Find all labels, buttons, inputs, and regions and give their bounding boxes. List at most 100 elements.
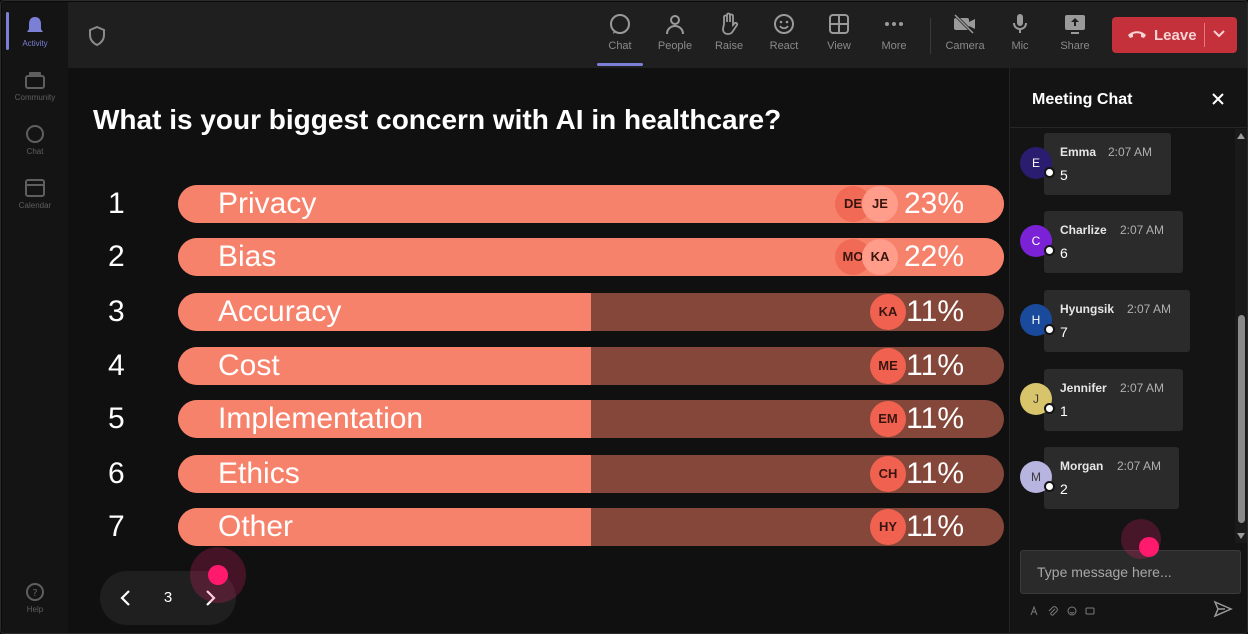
message-bubble[interactable]: Charlize 2:07 AM 6 (1044, 211, 1183, 273)
poll-option: 1 Privacy DE JE 23% (68, 185, 1009, 225)
chevron-down-icon[interactable] (1212, 29, 1226, 39)
sender-name: Jennifer (1060, 381, 1107, 395)
rail-item-community[interactable]: Community (2, 60, 68, 112)
rail-item-label: Calendar (18, 201, 52, 210)
chat-icon (26, 125, 44, 143)
option-bar[interactable]: Bias MO KA 22% (178, 238, 1004, 276)
raise-hand-button[interactable]: Raise (704, 8, 754, 62)
scroll-thumb[interactable] (1238, 315, 1245, 523)
option-label: Ethics (218, 457, 300, 490)
scroll-up-icon[interactable] (1237, 133, 1245, 139)
chevron-left-icon[interactable] (116, 588, 136, 608)
leave-button[interactable]: Leave (1112, 17, 1237, 53)
presence-dot (1044, 481, 1055, 492)
more-icon (885, 22, 903, 26)
raise-button-label: Raise (714, 40, 744, 52)
message-input[interactable] (1020, 550, 1241, 594)
meeting-toolbar: Chat People Raise React View More Camera (68, 2, 1247, 68)
poll-question: What is your biggest concern with AI in … (93, 104, 782, 135)
share-screen-icon (1065, 15, 1085, 34)
more-button[interactable]: More (869, 8, 919, 62)
option-number: 3 (108, 295, 125, 328)
chat-scrollbar[interactable] (1235, 129, 1247, 543)
poll-option: 4 Cost ME 11% (68, 347, 1009, 387)
share-button-label: Share (1060, 40, 1090, 52)
message-bubble[interactable]: Jennifer 2:07 AM 1 (1044, 369, 1183, 431)
message-time: 2:07 AM (1117, 459, 1162, 473)
sender-name: Charlize (1060, 223, 1107, 237)
message-text: 6 (1060, 245, 1068, 261)
option-label: Bias (218, 240, 277, 273)
mic-icon (1013, 14, 1027, 33)
option-number: 1 (108, 187, 125, 220)
pointer-highlight (1121, 519, 1161, 559)
calendar-icon (25, 179, 45, 197)
poll-option: 7 Other HY 11% (68, 508, 1009, 548)
option-percent: 11% (906, 295, 964, 328)
close-icon[interactable] (1211, 92, 1225, 106)
view-button[interactable]: View (814, 8, 864, 62)
react-button-label: React (769, 40, 799, 52)
option-label: Cost (218, 349, 280, 382)
message-text: 5 (1060, 167, 1068, 183)
message-bubble[interactable]: Emma 2:07 AM 5 (1044, 133, 1171, 195)
rail-item-label: Chat (26, 147, 44, 156)
community-icon (25, 72, 45, 89)
option-percent: 22% (903, 240, 964, 273)
option-bar[interactable]: Implementation EM 11% (178, 400, 1004, 438)
pointer-highlight (190, 547, 246, 603)
chat-button[interactable]: Chat (595, 8, 645, 66)
page-number: 3 (163, 589, 173, 606)
send-icon[interactable] (1213, 600, 1233, 618)
presence-dot (1044, 167, 1055, 178)
people-button-label: People (657, 40, 693, 52)
people-icon (666, 15, 684, 35)
shield-icon[interactable] (88, 26, 106, 46)
share-button[interactable]: Share (1050, 8, 1100, 62)
option-number: 7 (108, 510, 125, 543)
option-percent: 11% (906, 402, 964, 435)
chat-message: Jennifer 2:07 AM 1 J (1020, 369, 1235, 433)
option-label: Other (218, 510, 294, 543)
mic-button[interactable]: Mic (995, 8, 1045, 62)
leave-divider (1204, 23, 1205, 47)
message-bubble[interactable]: Hyungsik 2:07 AM 7 (1044, 290, 1190, 352)
chat-messages: Emma 2:07 AM 5 E Charlize 2:07 AM 6 C Hyungsik 2:… (1010, 129, 1235, 543)
bell-icon (27, 17, 43, 32)
rail-item-help[interactable]: ? Help (2, 572, 68, 624)
more-button-label: More (881, 40, 907, 52)
chat-message: Emma 2:07 AM 5 E (1020, 133, 1235, 197)
attach-icon[interactable] (1048, 606, 1059, 616)
chevron-right-icon[interactable] (200, 588, 220, 608)
chat-message: Morgan 2:07 AM 2 M (1020, 447, 1235, 511)
option-bar-fill (178, 508, 591, 546)
option-bar[interactable]: Privacy DE JE 23% (178, 185, 1004, 223)
scroll-down-icon[interactable] (1237, 533, 1245, 539)
toolbar-divider (930, 18, 931, 54)
react-button[interactable]: React (759, 8, 809, 62)
format-icon[interactable] (1030, 606, 1040, 616)
chat-title: Meeting Chat (1032, 91, 1133, 108)
rail-item-label: Activity (22, 39, 48, 48)
avatar[interactable]: J (1020, 383, 1052, 415)
people-button[interactable]: People (650, 8, 700, 62)
option-percent: 11% (906, 349, 964, 382)
option-number: 4 (108, 349, 125, 382)
voter-avatar: KA (870, 294, 906, 330)
camera-button[interactable]: Camera (940, 8, 990, 62)
option-bar[interactable]: Other HY 11% (178, 508, 1004, 546)
message-bubble[interactable]: Morgan 2:07 AM 2 (1044, 447, 1179, 509)
emoji-icon[interactable] (1067, 606, 1077, 616)
chat-message: Charlize 2:07 AM 6 C (1020, 211, 1235, 275)
left-rail: Activity Community Chat Calendar ? Help (2, 2, 68, 633)
option-label: Accuracy (218, 295, 342, 328)
option-bar[interactable]: Ethics CH 11% (178, 455, 1004, 493)
gif-icon[interactable] (1085, 606, 1095, 616)
option-bar[interactable]: Accuracy KA 11% (178, 293, 1004, 331)
rail-item-activity[interactable]: Activity (2, 6, 68, 58)
grid-icon (829, 14, 849, 34)
rail-item-chat[interactable]: Chat (2, 114, 68, 166)
option-bar[interactable]: Cost ME 11% (178, 347, 1004, 385)
rail-item-calendar[interactable]: Calendar (2, 168, 68, 220)
hang-up-icon (1128, 31, 1146, 38)
